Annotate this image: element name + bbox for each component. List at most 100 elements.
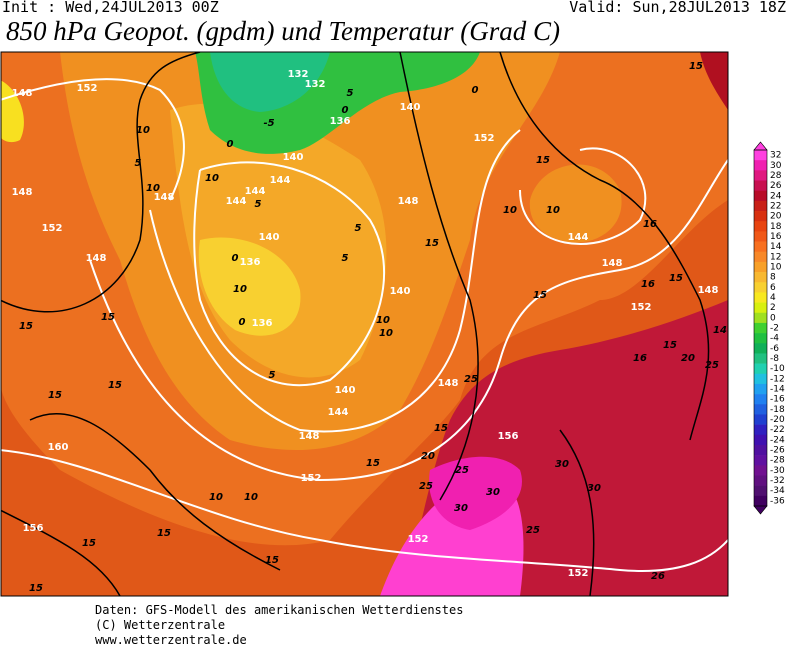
temperature-label: 10 [233, 284, 247, 295]
temperature-label: 30 [454, 503, 468, 514]
colorbar-swatch [754, 394, 767, 405]
geopotential-label: 148 [299, 431, 320, 442]
colorbar-label: -18 [770, 405, 785, 415]
temperature-label: 15 [29, 583, 43, 594]
colorbar-label: 6 [770, 283, 776, 293]
colorbar-label: 32 [770, 151, 781, 161]
colorbar-label: 12 [770, 252, 781, 262]
colorbar-label: -12 [770, 374, 785, 384]
temperature-label: 15 [533, 290, 547, 301]
colorbar-label: 10 [770, 262, 782, 272]
temperature-label: 10 [205, 173, 219, 184]
colorbar-label: 30 [770, 161, 782, 171]
valid-time: Valid: Sun,28JUL2013 18Z [569, 0, 786, 16]
colorbar-swatch [754, 160, 767, 171]
colorbar-label: 4 [770, 293, 776, 303]
colorbar-border [753, 149, 768, 507]
temperature-label: 16 [643, 219, 657, 230]
colorbar-swatch [754, 424, 767, 436]
geopotential-label: 140 [390, 286, 411, 297]
colorbar-label: 22 [770, 201, 781, 211]
geopotential-label: 148 [602, 258, 623, 269]
temperature-label: 15 [108, 380, 122, 391]
geopotential-label: 152 [568, 568, 589, 579]
temperature-label: 15 [366, 458, 380, 469]
temperature-label: 0 [342, 105, 349, 116]
colorbar-label: 0 [770, 313, 776, 323]
temperature-label: 25 [419, 481, 433, 492]
geopotential-label: 160 [48, 442, 69, 453]
temperature-label: 10 [376, 315, 390, 326]
temperature-label: 0 [232, 253, 239, 264]
temperature-label: 25 [455, 465, 469, 476]
colorbar-swatch [754, 231, 767, 242]
footer-line: www.wetterzentrale.de [95, 633, 247, 647]
geopotential-label: 132 [288, 69, 309, 80]
colorbar-label: -16 [770, 395, 785, 405]
colorbar-swatch [754, 495, 767, 507]
colorbar-label: -20 [770, 415, 785, 425]
temperature-label: 5 [342, 253, 349, 264]
colorbar-swatch [754, 211, 767, 222]
map-border [0, 51, 729, 597]
title: 850 hPa Geopot. (gpdm) und Temperatur (G… [6, 16, 560, 46]
geopotential-label: 152 [77, 83, 98, 94]
temperature-label: 30 [587, 483, 601, 494]
temperature-label: 15 [48, 390, 62, 401]
geopotential-label: 132 [305, 79, 326, 90]
colorbar: 32302826242220181614121086420-2-4-6-8-10… [753, 141, 785, 515]
temperature-label: 15 [669, 273, 683, 284]
colorbar-swatch [754, 241, 767, 253]
geopotential-label: 144 [328, 407, 349, 418]
colorbar-swatch [754, 251, 767, 263]
temperature-label: 15 [265, 555, 279, 566]
colorbar-label: 20 [770, 212, 782, 222]
colorbar-swatch [754, 465, 767, 476]
temperature-label: 30 [555, 459, 569, 470]
temperature-label: 15 [663, 340, 677, 351]
temperature-label: 25 [464, 374, 478, 385]
temperature-label: 16 [633, 353, 647, 364]
colorbar-label: 18 [770, 222, 782, 232]
colorbar-label: -8 [770, 354, 779, 364]
temperature-label: 14 [713, 325, 727, 336]
temperature-label: 10 [503, 205, 517, 216]
geopotential-label: 140 [259, 232, 280, 243]
colorbar-end [753, 505, 768, 515]
geopotential-label: 136 [240, 257, 261, 268]
colorbar-swatch [754, 150, 767, 161]
colorbar-label: 2 [770, 303, 776, 313]
colorbar-swatch [754, 444, 767, 456]
temperature-label: 15 [434, 423, 448, 434]
geopotential-label: 144 [226, 196, 247, 207]
colorbar-swatch [754, 282, 767, 293]
temperature-label: 15 [19, 321, 33, 332]
geopotential-label: 152 [631, 302, 652, 313]
colorbar-label: -28 [770, 456, 785, 466]
colorbar-label: -32 [770, 476, 785, 486]
geopotential-label: 140 [335, 385, 356, 396]
temperature-label: 0 [227, 139, 234, 150]
temperature-label: 16 [641, 279, 655, 290]
colorbar-label: -2 [770, 324, 779, 334]
colorbar-swatch [754, 414, 767, 425]
temperature-label: 0 [239, 317, 246, 328]
temperature-label: 10 [546, 205, 560, 216]
temperature-label: 10 [136, 125, 150, 136]
footer-line: (C) Wetterzentrale [95, 618, 225, 632]
colorbar-label: -34 [770, 486, 785, 496]
colorbar-swatch [754, 302, 767, 314]
geopotential-label: 148 [12, 187, 33, 198]
map [1, 52, 728, 596]
temperature-label: 20 [681, 353, 695, 364]
colorbar-label: -36 [770, 496, 785, 506]
colorbar-swatch [754, 343, 767, 354]
colorbar-swatch [754, 455, 767, 466]
colorbar-label: -6 [770, 344, 779, 354]
temperature-label: 10 [379, 328, 393, 339]
geopotential-label: 136 [252, 318, 273, 329]
geopotential-label: 152 [474, 133, 495, 144]
colorbar-label: -24 [770, 435, 785, 445]
geopotential-label: 140 [400, 102, 421, 113]
